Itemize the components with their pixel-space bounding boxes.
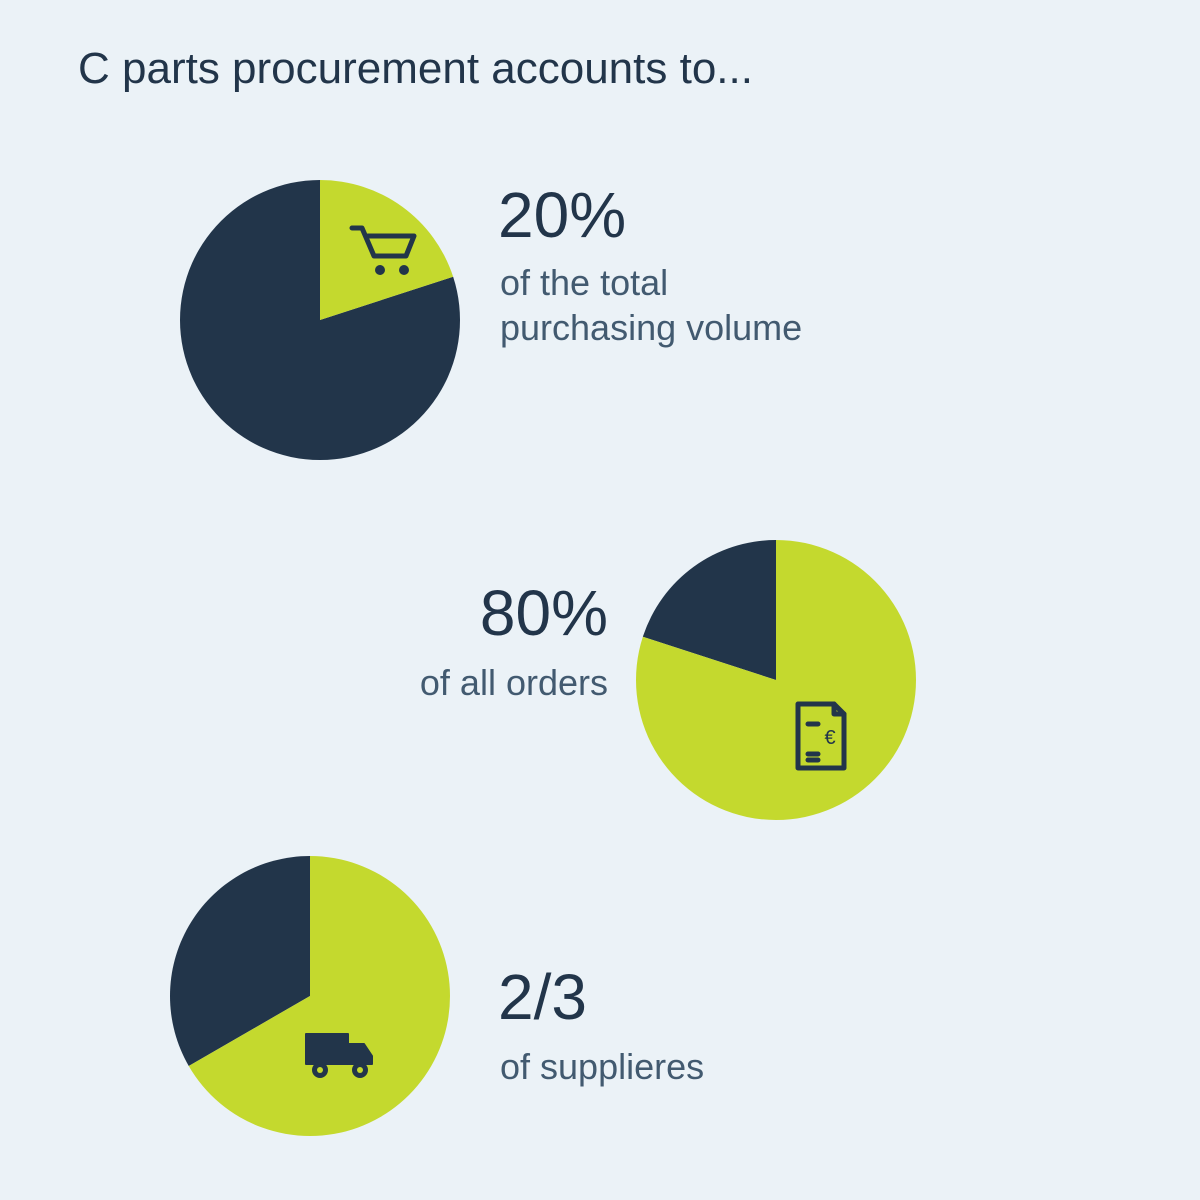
infographic-title: C parts procurement accounts to... (78, 44, 753, 94)
stat-label-all-orders: of all orders (398, 660, 608, 705)
pie-chart-suppliers (170, 856, 450, 1136)
stat-value-all-orders: 80% (448, 576, 608, 650)
stat-value-purchasing-volume: 20% (498, 178, 626, 252)
svg-text:€: € (824, 727, 835, 749)
infographic-canvas: C parts procurement accounts to... 20% of… (0, 0, 1200, 1200)
stat-label-suppliers: of supplieres (500, 1044, 704, 1089)
pie-chart-purchasing-volume (180, 180, 460, 460)
stat-label-purchasing-volume: of the total purchasing volume (500, 260, 802, 350)
stat-value-suppliers: 2/3 (498, 960, 587, 1034)
pie-chart-all-orders: € (636, 540, 916, 820)
